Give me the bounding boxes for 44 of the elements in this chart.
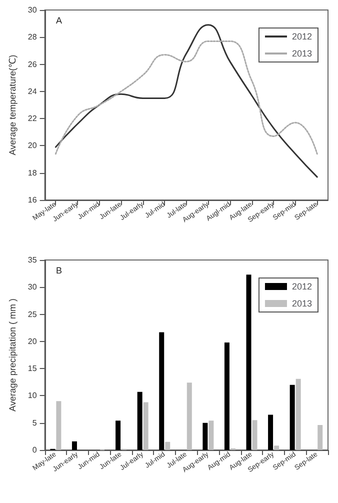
line-series bbox=[54, 40, 318, 155]
y-tick-label: 28 bbox=[28, 32, 38, 42]
bar bbox=[246, 274, 252, 450]
y-tick-label: 0 bbox=[32, 446, 38, 454]
annotation: A bbox=[56, 16, 62, 26]
y-tick-label: 24 bbox=[28, 86, 38, 96]
bar bbox=[72, 441, 77, 450]
legend-label: 2012 bbox=[292, 282, 312, 292]
bar bbox=[268, 414, 274, 450]
y-axis-title: Average precipitation ( mm ) bbox=[8, 298, 18, 412]
bar bbox=[116, 420, 121, 450]
bar bbox=[137, 392, 142, 450]
legend-label: 2012 bbox=[292, 32, 312, 42]
bar bbox=[274, 446, 280, 450]
bar bbox=[186, 382, 192, 450]
bar bbox=[208, 420, 214, 450]
y-tick-label: 22 bbox=[28, 114, 38, 124]
legend-label: 2013 bbox=[292, 298, 312, 308]
bar bbox=[143, 402, 148, 450]
bar bbox=[296, 378, 301, 450]
y-tick-label: 30 bbox=[28, 282, 38, 292]
bar bbox=[318, 425, 323, 450]
line-series bbox=[54, 24, 318, 178]
bar bbox=[56, 401, 62, 450]
annotation: B bbox=[56, 266, 62, 276]
bar bbox=[202, 422, 208, 450]
bar bbox=[159, 332, 164, 450]
y-tick-label: 26 bbox=[28, 60, 38, 69]
bar bbox=[165, 442, 170, 450]
legend-label: 2013 bbox=[292, 48, 312, 58]
y-tick-label: 18 bbox=[28, 168, 38, 178]
y-tick-label: 20 bbox=[28, 336, 38, 346]
y-tick-label: 10 bbox=[28, 391, 38, 400]
y-tick-label: 25 bbox=[28, 310, 38, 319]
bar bbox=[290, 384, 295, 450]
bar bbox=[224, 342, 230, 450]
y-tick-label: 5 bbox=[32, 418, 38, 428]
y-tick-label: 30 bbox=[28, 6, 38, 14]
y-tick-label: 35 bbox=[28, 256, 38, 264]
y-tick-label: 20 bbox=[28, 141, 38, 150]
y-axis-title: Average temperature(℃) bbox=[8, 54, 18, 156]
y-tick-label: 16 bbox=[28, 196, 38, 204]
bar bbox=[252, 420, 258, 450]
y-tick-label: 15 bbox=[28, 364, 38, 374]
